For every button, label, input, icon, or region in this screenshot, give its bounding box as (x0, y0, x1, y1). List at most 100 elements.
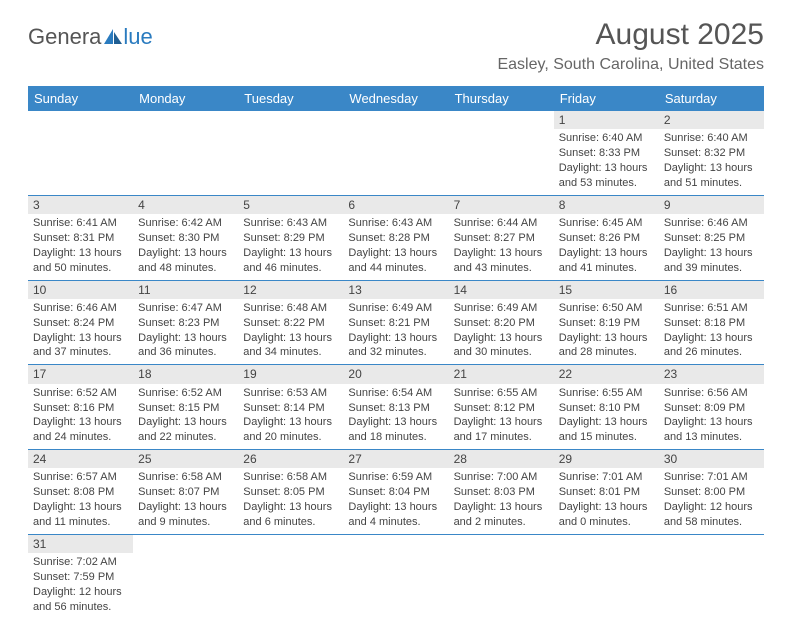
calendar-cell (133, 534, 238, 618)
calendar-cell: 3Sunrise: 6:41 AMSunset: 8:31 PMDaylight… (28, 195, 133, 280)
day-number: 16 (659, 281, 764, 299)
day-details: Sunrise: 7:01 AMSunset: 8:01 PMDaylight:… (554, 468, 659, 533)
daylight-line: Daylight: 13 hours and 28 minutes. (559, 331, 654, 361)
calendar-cell (133, 111, 238, 195)
day-details: Sunrise: 6:56 AMSunset: 8:09 PMDaylight:… (659, 384, 764, 449)
sunset-line: Sunset: 8:04 PM (348, 485, 443, 500)
daylight-line: Daylight: 13 hours and 39 minutes. (664, 246, 759, 276)
sunrise-line: Sunrise: 6:55 AM (454, 386, 549, 401)
calendar-cell: 29Sunrise: 7:01 AMSunset: 8:01 PMDayligh… (554, 450, 659, 535)
day-details: Sunrise: 6:46 AMSunset: 8:25 PMDaylight:… (659, 214, 764, 279)
calendar-row: 10Sunrise: 6:46 AMSunset: 8:24 PMDayligh… (28, 280, 764, 365)
day-details: Sunrise: 6:47 AMSunset: 8:23 PMDaylight:… (133, 299, 238, 364)
calendar-cell: 7Sunrise: 6:44 AMSunset: 8:27 PMDaylight… (449, 195, 554, 280)
daylight-line: Daylight: 13 hours and 43 minutes. (454, 246, 549, 276)
sunset-line: Sunset: 8:00 PM (664, 485, 759, 500)
day-number: 11 (133, 281, 238, 299)
daylight-line: Daylight: 13 hours and 51 minutes. (664, 161, 759, 191)
calendar-cell: 30Sunrise: 7:01 AMSunset: 8:00 PMDayligh… (659, 450, 764, 535)
sunset-line: Sunset: 8:12 PM (454, 401, 549, 416)
sunrise-line: Sunrise: 6:48 AM (243, 301, 338, 316)
sunset-line: Sunset: 8:23 PM (138, 316, 233, 331)
day-details: Sunrise: 6:55 AMSunset: 8:10 PMDaylight:… (554, 384, 659, 449)
calendar-body: 1Sunrise: 6:40 AMSunset: 8:33 PMDaylight… (28, 111, 764, 619)
day-details: Sunrise: 6:58 AMSunset: 8:05 PMDaylight:… (238, 468, 343, 533)
sunset-line: Sunset: 8:30 PM (138, 231, 233, 246)
day-details: Sunrise: 6:54 AMSunset: 8:13 PMDaylight:… (343, 384, 448, 449)
weekday-header: Saturday (659, 86, 764, 111)
day-number: 8 (554, 196, 659, 214)
day-number: 1 (554, 111, 659, 129)
sunrise-line: Sunrise: 6:43 AM (243, 216, 338, 231)
daylight-line: Daylight: 13 hours and 30 minutes. (454, 331, 549, 361)
weekday-header: Sunday (28, 86, 133, 111)
sunset-line: Sunset: 8:26 PM (559, 231, 654, 246)
page-title: August 2025 (497, 18, 764, 52)
day-details: Sunrise: 6:40 AMSunset: 8:32 PMDaylight:… (659, 129, 764, 194)
day-details: Sunrise: 6:50 AMSunset: 8:19 PMDaylight:… (554, 299, 659, 364)
calendar-table: SundayMondayTuesdayWednesdayThursdayFrid… (28, 86, 764, 619)
day-details: Sunrise: 6:51 AMSunset: 8:18 PMDaylight:… (659, 299, 764, 364)
day-number: 12 (238, 281, 343, 299)
weekday-header: Thursday (449, 86, 554, 111)
daylight-line: Daylight: 13 hours and 26 minutes. (664, 331, 759, 361)
day-details: Sunrise: 6:48 AMSunset: 8:22 PMDaylight:… (238, 299, 343, 364)
daylight-line: Daylight: 12 hours and 58 minutes. (664, 500, 759, 530)
day-details: Sunrise: 7:01 AMSunset: 8:00 PMDaylight:… (659, 468, 764, 533)
calendar-row: 31Sunrise: 7:02 AMSunset: 7:59 PMDayligh… (28, 534, 764, 618)
day-details: Sunrise: 6:42 AMSunset: 8:30 PMDaylight:… (133, 214, 238, 279)
calendar-cell (28, 111, 133, 195)
weekday-header: Friday (554, 86, 659, 111)
calendar-cell: 17Sunrise: 6:52 AMSunset: 8:16 PMDayligh… (28, 365, 133, 450)
day-details: Sunrise: 6:44 AMSunset: 8:27 PMDaylight:… (449, 214, 554, 279)
day-number: 10 (28, 281, 133, 299)
sunset-line: Sunset: 8:09 PM (664, 401, 759, 416)
day-details: Sunrise: 7:02 AMSunset: 7:59 PMDaylight:… (28, 553, 133, 618)
day-number: 5 (238, 196, 343, 214)
day-details: Sunrise: 6:43 AMSunset: 8:29 PMDaylight:… (238, 214, 343, 279)
weekday-header: Monday (133, 86, 238, 111)
weekday-header-row: SundayMondayTuesdayWednesdayThursdayFrid… (28, 86, 764, 111)
sunset-line: Sunset: 8:15 PM (138, 401, 233, 416)
sail-icon (102, 27, 124, 47)
calendar-cell (238, 534, 343, 618)
day-details: Sunrise: 6:45 AMSunset: 8:26 PMDaylight:… (554, 214, 659, 279)
title-block: August 2025 Easley, South Carolina, Unit… (497, 18, 764, 74)
calendar-cell: 9Sunrise: 6:46 AMSunset: 8:25 PMDaylight… (659, 195, 764, 280)
calendar-cell: 31Sunrise: 7:02 AMSunset: 7:59 PMDayligh… (28, 534, 133, 618)
day-details: Sunrise: 6:55 AMSunset: 8:12 PMDaylight:… (449, 384, 554, 449)
day-number: 14 (449, 281, 554, 299)
day-number: 24 (28, 450, 133, 468)
daylight-line: Daylight: 13 hours and 50 minutes. (33, 246, 128, 276)
day-number: 30 (659, 450, 764, 468)
sunrise-line: Sunrise: 6:58 AM (243, 470, 338, 485)
logo-text-general: Genera (28, 24, 101, 50)
sunset-line: Sunset: 8:21 PM (348, 316, 443, 331)
day-details: Sunrise: 6:52 AMSunset: 8:15 PMDaylight:… (133, 384, 238, 449)
day-number: 22 (554, 365, 659, 383)
daylight-line: Daylight: 13 hours and 15 minutes. (559, 415, 654, 445)
sunset-line: Sunset: 8:05 PM (243, 485, 338, 500)
daylight-line: Daylight: 13 hours and 37 minutes. (33, 331, 128, 361)
calendar-cell: 23Sunrise: 6:56 AMSunset: 8:09 PMDayligh… (659, 365, 764, 450)
day-number: 4 (133, 196, 238, 214)
sunrise-line: Sunrise: 6:50 AM (559, 301, 654, 316)
sunrise-line: Sunrise: 6:54 AM (348, 386, 443, 401)
calendar-cell (238, 111, 343, 195)
daylight-line: Daylight: 13 hours and 46 minutes. (243, 246, 338, 276)
day-number: 25 (133, 450, 238, 468)
sunset-line: Sunset: 8:27 PM (454, 231, 549, 246)
calendar-row: 24Sunrise: 6:57 AMSunset: 8:08 PMDayligh… (28, 450, 764, 535)
sunrise-line: Sunrise: 6:55 AM (559, 386, 654, 401)
sunrise-line: Sunrise: 6:57 AM (33, 470, 128, 485)
sunset-line: Sunset: 8:29 PM (243, 231, 338, 246)
calendar-cell: 5Sunrise: 6:43 AMSunset: 8:29 PMDaylight… (238, 195, 343, 280)
day-number: 3 (28, 196, 133, 214)
day-number: 7 (449, 196, 554, 214)
weekday-header: Wednesday (343, 86, 448, 111)
sunrise-line: Sunrise: 7:02 AM (33, 555, 128, 570)
location-subtitle: Easley, South Carolina, United States (497, 56, 764, 74)
calendar-cell: 6Sunrise: 6:43 AMSunset: 8:28 PMDaylight… (343, 195, 448, 280)
sunrise-line: Sunrise: 6:42 AM (138, 216, 233, 231)
day-number: 19 (238, 365, 343, 383)
